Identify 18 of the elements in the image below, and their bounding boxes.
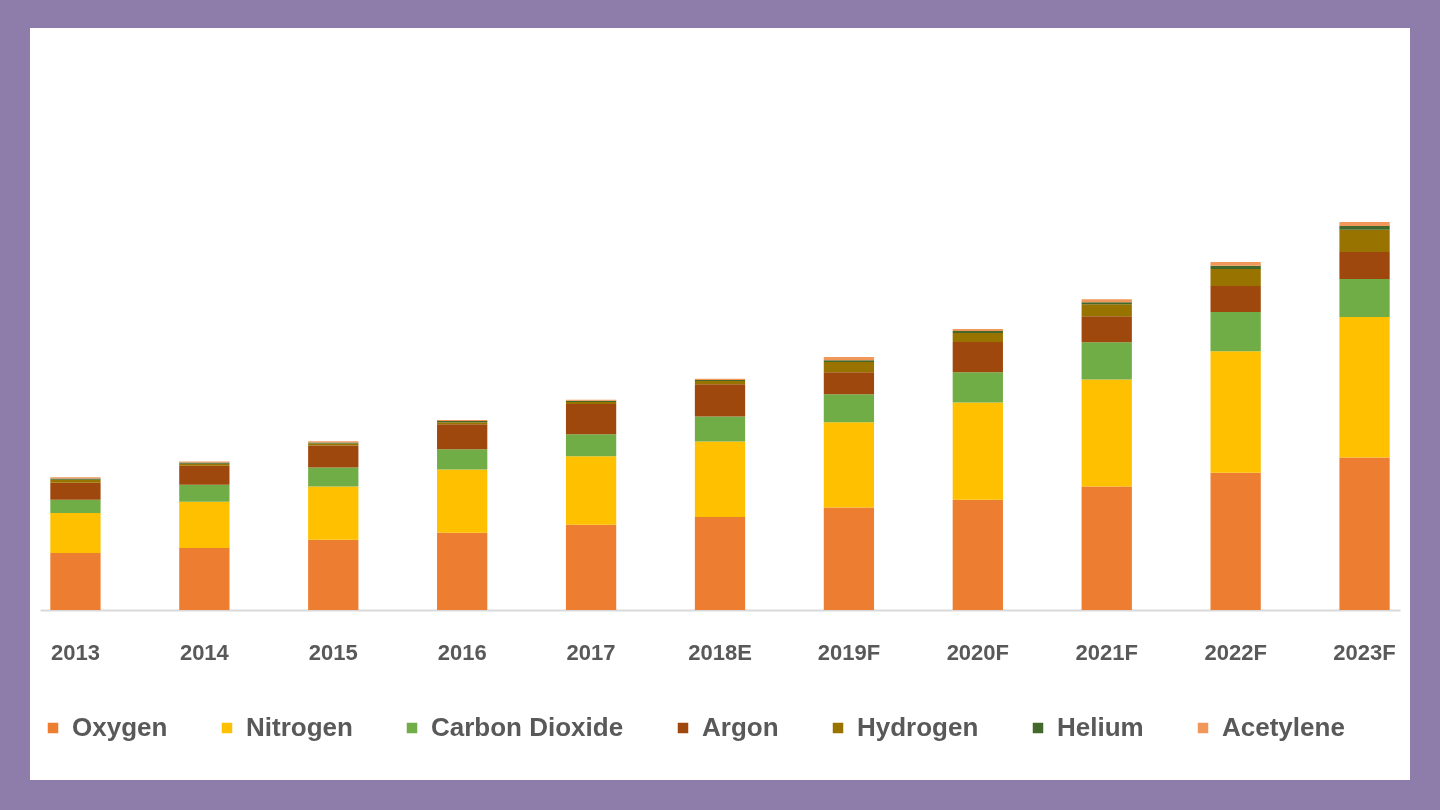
legend-label: Argon [702,712,779,742]
x-tick-label: 2015 [308,639,358,665]
x-tick-label: 2014 [179,639,230,665]
x-tick-label: 2019F [817,639,881,665]
legend-label: Acetylene [1222,712,1345,742]
x-tick-label: 2023F [1333,639,1396,665]
x-tick-label: 2013 [50,639,100,665]
legend-label: Oxygen [72,712,168,742]
legend-label: Hydrogen [857,712,979,742]
x-tick-label: 2018E [688,639,752,665]
x-tick-label: 2016 [437,639,487,665]
x-tick-label: 2022F [1204,639,1267,665]
x-tick-label: 2017 [566,639,616,665]
legend-label: Carbon Dioxide [431,712,624,742]
legend-label: Nitrogen [246,712,353,742]
legend-label: Helium [1057,712,1144,742]
x-tick-label: 2020F [946,639,1010,665]
x-tick-label: 2021F [1075,639,1138,665]
